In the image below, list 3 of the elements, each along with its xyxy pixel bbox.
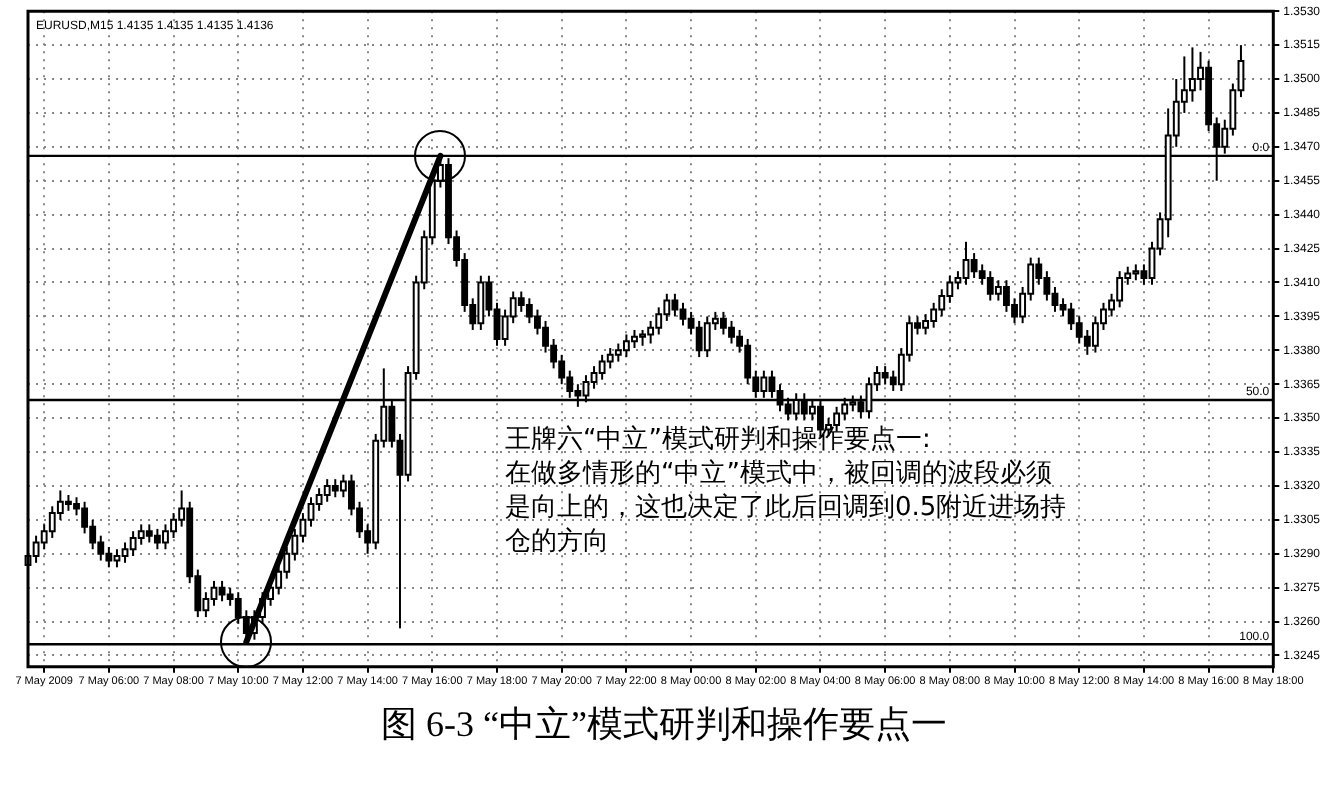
text: 图 6-3 “中立”模式研判和操作要点一 xyxy=(379,702,949,748)
annotation: 在做多情形的“中立”模式中，被回调的波段必须是向上的，这也决定了此后回调到0.5附近进场持仓的方向 xyxy=(504,457,1067,558)
annotation: 王牌六“中立”模式研判和操作要点一: xyxy=(504,423,931,456)
